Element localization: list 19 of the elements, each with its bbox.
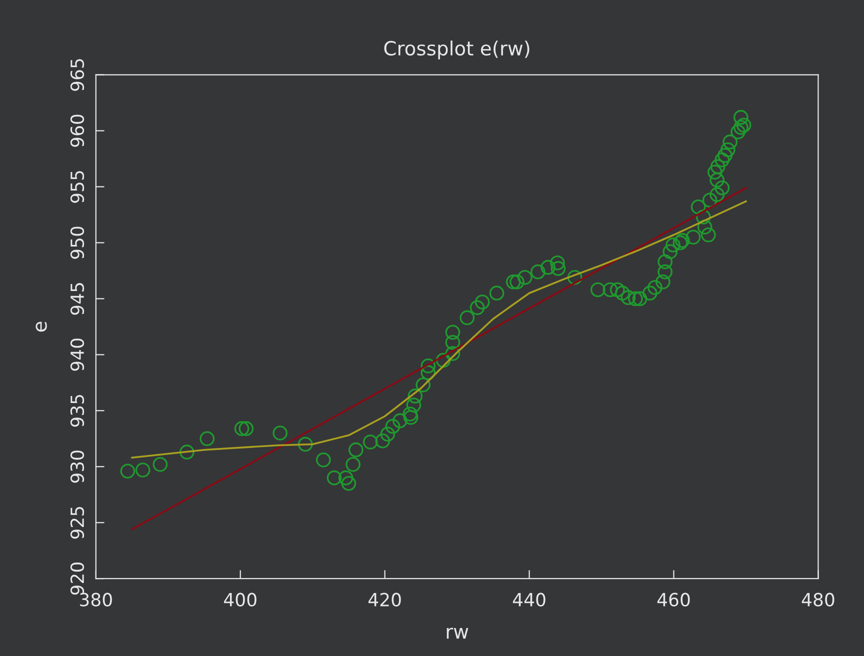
y-tick-label: 950	[70, 226, 84, 259]
y-tick-label: 940	[70, 338, 84, 371]
chart-title: Crossplot e(rw)	[384, 40, 530, 60]
x-tick-label: 460	[657, 592, 690, 606]
y-tick-label: 965	[70, 59, 84, 91]
y-axis-title: e	[36, 322, 47, 332]
y-tick-label: 955	[70, 171, 84, 203]
y-tick-label: 935	[70, 395, 84, 427]
y-tick-label: 945	[70, 283, 84, 315]
x-tick-label: 420	[368, 592, 401, 606]
y-tick-label: 925	[70, 506, 84, 539]
x-tick-label: 400	[224, 592, 256, 606]
y-tick-label: 960	[70, 114, 84, 147]
x-tick-label: 440	[512, 592, 546, 606]
y-tick-label: 920	[70, 562, 84, 595]
x-tick-label: 380	[80, 592, 112, 606]
x-tick-label: 480	[802, 592, 834, 606]
y-tick-label: 930	[70, 450, 84, 483]
x-axis-title: rw	[446, 628, 468, 639]
